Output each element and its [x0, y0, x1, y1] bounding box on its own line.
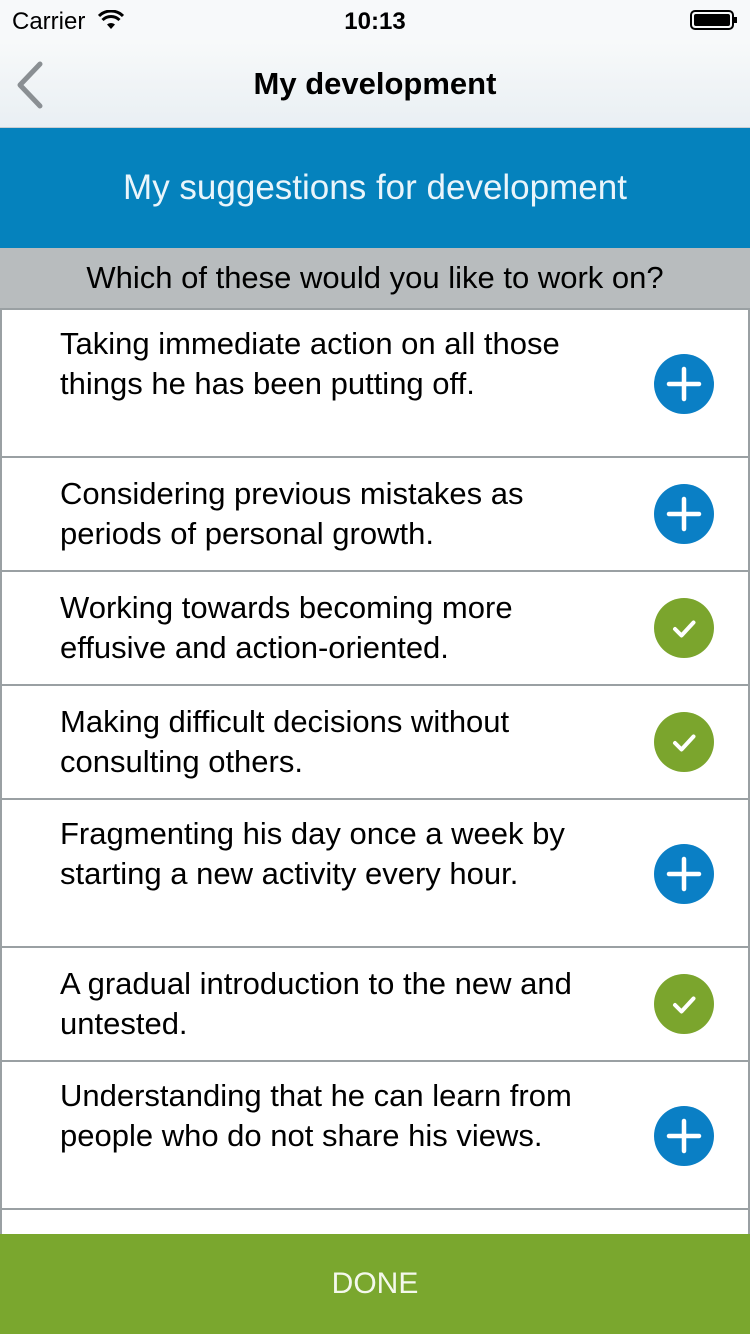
page-title: My development [253, 66, 497, 101]
list-item[interactable]: Understanding that he can learn from peo… [0, 1060, 750, 1208]
selected-button[interactable] [654, 712, 714, 772]
status-bar: Carrier 10:13 [0, 0, 750, 42]
section-banner: My suggestions for development [0, 128, 750, 248]
carrier-label: Carrier [12, 8, 86, 35]
list-item[interactable]: Working towards becoming more effusive a… [0, 570, 750, 684]
done-button[interactable]: DONE [0, 1234, 750, 1334]
selected-button[interactable] [654, 974, 714, 1034]
check-icon [673, 996, 696, 1014]
add-button[interactable] [654, 354, 714, 414]
navigation-bar: My development [0, 42, 750, 128]
list-item[interactable]: Fragmenting his day once a week by start… [0, 798, 750, 946]
list-item[interactable]: Taking immediate action on all those thi… [0, 308, 750, 456]
list-item-partial[interactable] [0, 1208, 750, 1234]
check-icon [673, 620, 696, 638]
selected-button[interactable] [654, 598, 714, 658]
add-button[interactable] [654, 484, 714, 544]
list-item-text: A gradual introduction to the new and un… [60, 966, 572, 1041]
list-item-text: Fragmenting his day once a week by start… [60, 816, 565, 891]
question-header: Which of these would you like to work on… [0, 248, 750, 308]
add-button[interactable] [654, 844, 714, 904]
check-icon [673, 734, 696, 752]
status-time: 10:13 [344, 8, 406, 35]
plus-icon [666, 1118, 702, 1154]
plus-icon [666, 366, 702, 402]
add-button[interactable] [654, 1106, 714, 1166]
plus-icon [666, 496, 702, 532]
plus-icon [666, 856, 702, 892]
list-item[interactable]: Considering previous mistakes as periods… [0, 456, 750, 570]
back-chevron-icon[interactable] [12, 60, 52, 110]
list-item-text: Considering previous mistakes as periods… [60, 476, 524, 551]
list-item-text: Making difficult decisions without consu… [60, 704, 510, 779]
list-item[interactable]: Making difficult decisions without consu… [0, 684, 750, 798]
battery-icon [690, 10, 737, 30]
wifi-icon [98, 10, 124, 29]
list-item[interactable]: A gradual introduction to the new and un… [0, 946, 750, 1060]
suggestion-list[interactable]: Taking immediate action on all those thi… [0, 308, 750, 1234]
list-item-text: Working towards becoming more effusive a… [60, 590, 513, 665]
list-item-text: Taking immediate action on all those thi… [60, 326, 560, 401]
list-item-text: Understanding that he can learn from peo… [60, 1078, 572, 1153]
